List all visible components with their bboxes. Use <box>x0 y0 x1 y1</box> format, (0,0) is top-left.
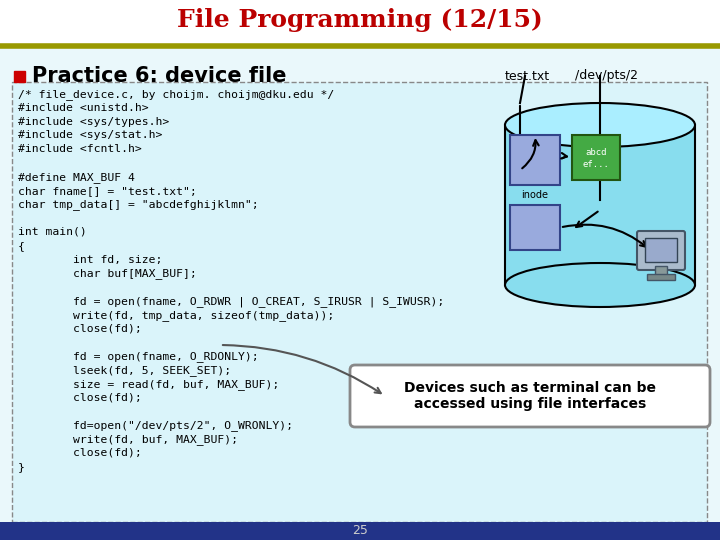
Text: File Programming (12/15): File Programming (12/15) <box>177 8 543 32</box>
FancyBboxPatch shape <box>647 274 675 280</box>
Text: #include <unistd.h>: #include <unistd.h> <box>18 103 148 113</box>
Text: int fd, size;: int fd, size; <box>18 254 163 265</box>
Bar <box>14 71 25 82</box>
Text: #include <sys/types.h>: #include <sys/types.h> <box>18 117 169 126</box>
FancyBboxPatch shape <box>350 365 710 427</box>
Text: abcd: abcd <box>585 148 607 157</box>
FancyBboxPatch shape <box>655 266 667 276</box>
Text: /dev/pts/2: /dev/pts/2 <box>575 70 638 83</box>
Text: fd = open(fname, O_RDWR | O_CREAT, S_IRUSR | S_IWUSR);: fd = open(fname, O_RDWR | O_CREAT, S_IRU… <box>18 296 444 307</box>
Text: size = read(fd, buf, MAX_BUF);: size = read(fd, buf, MAX_BUF); <box>18 379 279 390</box>
Text: #include <fcntl.h>: #include <fcntl.h> <box>18 144 142 154</box>
Text: #include <sys/stat.h>: #include <sys/stat.h> <box>18 130 163 140</box>
Text: write(fd, buf, MAX_BUF);: write(fd, buf, MAX_BUF); <box>18 434 238 445</box>
FancyBboxPatch shape <box>505 125 695 285</box>
Ellipse shape <box>505 103 695 147</box>
Text: inode: inode <box>521 190 549 200</box>
Text: }: } <box>18 462 25 471</box>
FancyBboxPatch shape <box>0 46 720 540</box>
FancyBboxPatch shape <box>0 522 720 540</box>
FancyBboxPatch shape <box>12 82 707 522</box>
Text: Devices such as terminal can be
accessed using file interfaces: Devices such as terminal can be accessed… <box>404 381 656 411</box>
Text: 25: 25 <box>352 524 368 537</box>
Text: Practice 6: device file: Practice 6: device file <box>32 66 287 86</box>
Text: char buf[MAX_BUF];: char buf[MAX_BUF]; <box>18 268 197 279</box>
Text: fd=open("/dev/pts/2", O_WRONLY);: fd=open("/dev/pts/2", O_WRONLY); <box>18 420 293 431</box>
Text: {: { <box>18 241 25 251</box>
Text: char fname[] = "test.txt";: char fname[] = "test.txt"; <box>18 186 197 195</box>
Text: close(fd);: close(fd); <box>18 448 142 458</box>
Text: fd = open(fname, O_RDONLY);: fd = open(fname, O_RDONLY); <box>18 351 258 362</box>
Text: lseek(fd, 5, SEEK_SET);: lseek(fd, 5, SEEK_SET); <box>18 365 231 376</box>
Ellipse shape <box>505 263 695 307</box>
Text: #define MAX_BUF 4: #define MAX_BUF 4 <box>18 172 135 183</box>
Text: int main(): int main() <box>18 227 86 237</box>
FancyBboxPatch shape <box>645 238 677 262</box>
Text: /* file_device.c, by choijm. choijm@dku.edu */: /* file_device.c, by choijm. choijm@dku.… <box>18 89 334 100</box>
Text: ef...: ef... <box>582 160 609 169</box>
FancyBboxPatch shape <box>0 0 720 45</box>
Text: close(fd);: close(fd); <box>18 323 142 334</box>
Text: close(fd);: close(fd); <box>18 393 142 403</box>
Text: test.txt: test.txt <box>505 70 550 83</box>
Text: write(fd, tmp_data, sizeof(tmp_data));: write(fd, tmp_data, sizeof(tmp_data)); <box>18 310 334 321</box>
Text: char tmp_data[] = "abcdefghijklmn";: char tmp_data[] = "abcdefghijklmn"; <box>18 199 258 210</box>
FancyBboxPatch shape <box>637 231 685 270</box>
FancyBboxPatch shape <box>510 135 560 185</box>
FancyBboxPatch shape <box>510 205 560 250</box>
FancyBboxPatch shape <box>572 135 620 180</box>
